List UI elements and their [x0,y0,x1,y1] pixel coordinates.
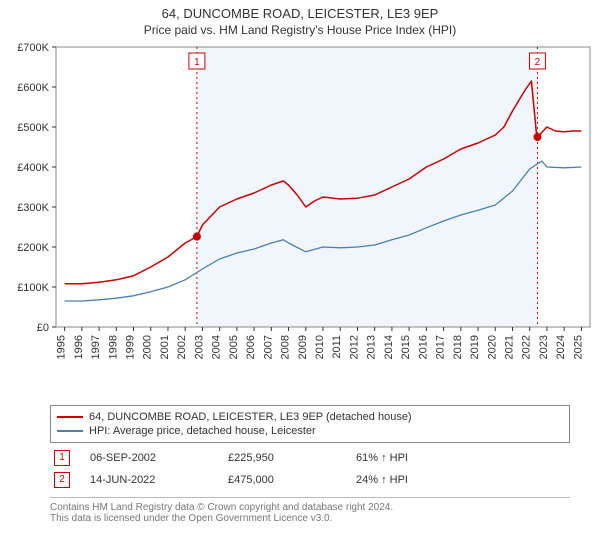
titles: 64, DUNCOMBE ROAD, LEICESTER, LE3 9EP Pr… [0,0,600,39]
legend-swatch-2 [57,430,83,432]
legend-swatch-1 [57,416,83,418]
svg-text:1: 1 [194,57,200,68]
event-marker-2: 2 [54,472,70,488]
svg-text:1999: 1999 [125,335,137,359]
svg-text:£600K: £600K [17,82,49,94]
svg-text:2012: 2012 [348,335,360,359]
svg-text:2024: 2024 [555,335,567,359]
legend-row-1: 64, DUNCOMBE ROAD, LEICESTER, LE3 9EP (d… [57,410,563,424]
legend: 64, DUNCOMBE ROAD, LEICESTER, LE3 9EP (d… [50,405,570,443]
event-date-2: 14-JUN-2022 [86,469,224,491]
copyright-line-1: Contains HM Land Registry data © Crown c… [50,502,570,513]
page-title: 64, DUNCOMBE ROAD, LEICESTER, LE3 9EP [4,6,596,21]
event-delta-2: 24% ↑ HPI [352,469,570,491]
legend-label-1: 64, DUNCOMBE ROAD, LEICESTER, LE3 9EP (d… [89,411,412,423]
svg-text:2015: 2015 [400,335,412,359]
svg-text:2004: 2004 [211,335,223,359]
svg-text:1996: 1996 [73,335,85,359]
svg-text:1995: 1995 [56,335,68,359]
svg-text:2020: 2020 [486,335,498,359]
page-subtitle: Price paid vs. HM Land Registry's House … [4,23,596,37]
event-price-2: £475,000 [224,469,352,491]
svg-text:2017: 2017 [435,335,447,359]
svg-text:2018: 2018 [452,335,464,359]
svg-text:£700K: £700K [17,42,49,54]
copyright-line-2: This data is licensed under the Open Gov… [50,513,570,524]
svg-text:2010: 2010 [314,335,326,359]
svg-text:2021: 2021 [503,335,515,359]
chart: £0 £100K £200K £300K £400K £500K £600K £700K 199… [0,39,600,399]
svg-text:£100K: £100K [17,282,49,294]
svg-text:£400K: £400K [17,162,49,174]
svg-text:2014: 2014 [383,335,395,359]
svg-text:2016: 2016 [417,335,429,359]
svg-text:2003: 2003 [193,335,205,359]
svg-text:2001: 2001 [159,335,171,359]
svg-text:2009: 2009 [297,335,309,359]
event-marker-1: 1 [54,450,70,466]
svg-text:2006: 2006 [245,335,257,359]
svg-text:2002: 2002 [176,335,188,359]
svg-text:2007: 2007 [262,335,274,359]
legend-label-2: HPI: Average price, detached house, Leic… [89,425,316,437]
svg-text:£200K: £200K [17,242,49,254]
svg-text:£500K: £500K [17,122,49,134]
svg-text:£0: £0 [37,322,49,334]
svg-text:2005: 2005 [228,335,240,359]
events-table: 1 06-SEP-2002 £225,950 61% ↑ HPI 2 14-JU… [50,447,570,491]
svg-text:2011: 2011 [331,335,343,359]
svg-text:£300K: £300K [17,202,49,214]
event-row-1: 1 06-SEP-2002 £225,950 61% ↑ HPI [50,447,570,469]
event-price-1: £225,950 [224,447,352,469]
chart-svg: £0 £100K £200K £300K £400K £500K £600K £700K 199… [0,39,600,399]
svg-text:2025: 2025 [572,335,584,359]
event-row-2: 2 14-JUN-2022 £475,000 24% ↑ HPI [50,469,570,491]
svg-text:1997: 1997 [90,335,102,359]
svg-text:2000: 2000 [142,335,154,359]
svg-text:2: 2 [535,57,541,68]
legend-row-2: HPI: Average price, detached house, Leic… [57,424,563,438]
svg-text:2022: 2022 [521,335,533,359]
svg-text:1998: 1998 [107,335,119,359]
copyright: Contains HM Land Registry data © Crown c… [50,497,570,524]
svg-text:2023: 2023 [538,335,550,359]
svg-text:2008: 2008 [280,335,292,359]
event-date-1: 06-SEP-2002 [86,447,224,469]
event-delta-1: 61% ↑ HPI [352,447,570,469]
svg-text:2019: 2019 [469,335,481,359]
svg-text:2013: 2013 [366,335,378,359]
